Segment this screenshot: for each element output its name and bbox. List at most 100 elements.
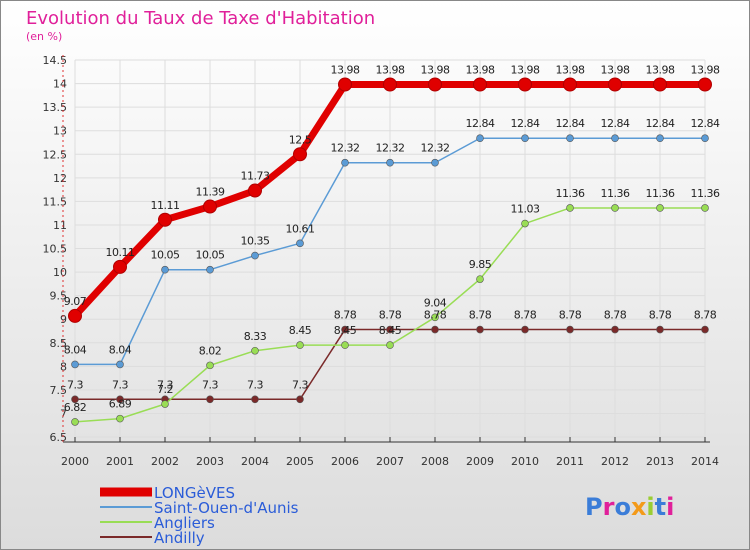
- data-label: 7.3: [202, 378, 218, 391]
- data-label: 8.33: [244, 330, 267, 343]
- data-label: 12.84: [511, 117, 540, 130]
- data-label: 11.36: [646, 187, 675, 200]
- data-label: 8.78: [604, 309, 627, 322]
- data-label: 7.2: [157, 383, 173, 396]
- data-label: 9.85: [469, 258, 492, 271]
- data-label: 11.73: [241, 170, 270, 183]
- data-point: [341, 158, 349, 167]
- data-point: [203, 199, 217, 214]
- data-label: 13.98: [691, 64, 720, 77]
- data-label: 12.84: [691, 117, 720, 130]
- y-tick-label: 11: [53, 219, 67, 232]
- data-point: [656, 134, 664, 143]
- legend-label: Angliers: [154, 514, 215, 532]
- data-point: [341, 341, 349, 349]
- y-tick-label: 9: [60, 313, 67, 326]
- x-tick-label: 2001: [106, 455, 134, 468]
- y-tick-label: 7.5: [50, 384, 68, 397]
- data-label: 8.04: [109, 343, 132, 356]
- data-label: 8.45: [379, 324, 402, 337]
- data-point: [653, 77, 667, 92]
- data-labels: 9.07 10.11 11.11 11.39 11.73 12.5 13.98 13.98 13…: [64, 64, 721, 414]
- data-label: 8.45: [289, 324, 312, 337]
- data-label: 11.36: [691, 187, 720, 200]
- data-label: 10.05: [151, 249, 180, 262]
- data-label: 12.32: [421, 142, 450, 155]
- data-label: 10.61: [286, 222, 315, 235]
- legend: LONGèVESSaint-Ouen-d'AunisAngliersAndill…: [100, 484, 299, 547]
- y-tick-label: 11.5: [43, 195, 68, 208]
- data-label: 8.78: [424, 309, 447, 322]
- data-point: [386, 325, 394, 334]
- data-label: 13.98: [331, 64, 360, 77]
- data-label: 11.36: [556, 187, 585, 200]
- data-label: 8.78: [559, 309, 582, 322]
- data-label: 12.5: [289, 133, 312, 146]
- data-label: 8.02: [199, 344, 222, 357]
- data-label: 11.39: [196, 186, 225, 199]
- x-tick-label: 2011: [556, 455, 584, 468]
- data-point: [566, 204, 574, 212]
- data-label: 10.35: [241, 235, 270, 248]
- data-label: 13.98: [646, 64, 675, 77]
- x-tick-label: 2006: [331, 455, 359, 468]
- data-label: 12.84: [556, 117, 585, 130]
- data-point: [476, 275, 484, 283]
- y-tick-label: 13: [53, 125, 67, 138]
- y-tick-label: 9.5: [50, 290, 68, 303]
- data-label: 7.3: [247, 378, 263, 391]
- data-point: [251, 395, 259, 404]
- data-label: 8.78: [514, 309, 537, 322]
- data-label: 8.78: [334, 309, 357, 322]
- x-tick-label: 2009: [466, 455, 494, 468]
- legend-label: Andilly: [154, 529, 205, 547]
- data-point: [338, 77, 352, 92]
- data-point: [386, 341, 394, 349]
- data-point: [656, 204, 664, 212]
- data-label: 8.04: [64, 343, 87, 356]
- data-point: [656, 325, 664, 334]
- data-label: 7.3: [112, 378, 128, 391]
- x-tick-label: 2012: [601, 455, 629, 468]
- data-label: 7.3: [292, 378, 308, 391]
- data-point: [611, 325, 619, 334]
- data-label: 12.84: [646, 117, 675, 130]
- x-tick-label: 2010: [511, 455, 539, 468]
- data-point: [521, 325, 529, 334]
- data-point: [473, 77, 487, 92]
- data-point: [701, 204, 709, 212]
- data-point: [476, 134, 484, 143]
- chart-subtitle: (en %): [26, 30, 62, 43]
- data-point: [248, 183, 262, 198]
- data-label: 12.32: [331, 142, 360, 155]
- data-label: 10.05: [196, 249, 225, 262]
- data-label: 11.03: [511, 203, 540, 216]
- data-label: 13.98: [376, 64, 405, 77]
- data-label: 13.98: [556, 64, 585, 77]
- data-point: [431, 313, 439, 322]
- y-tick-label: 13.5: [43, 101, 68, 114]
- data-point: [521, 134, 529, 143]
- data-label: 7.3: [67, 378, 83, 391]
- y-tick-label: 12.5: [43, 148, 68, 161]
- data-point: [116, 360, 124, 369]
- data-label: 8.78: [379, 309, 402, 322]
- data-point: [563, 77, 577, 92]
- data-point: [113, 259, 127, 274]
- data-label: 12.32: [376, 142, 405, 155]
- data-point: [521, 219, 529, 228]
- data-point: [518, 77, 532, 92]
- data-label: 9.07: [64, 295, 87, 308]
- data-point: [476, 325, 484, 334]
- data-point: [701, 134, 709, 143]
- x-tick-label: 2014: [691, 455, 719, 468]
- data-point: [206, 265, 214, 274]
- data-label: 13.98: [601, 64, 630, 77]
- data-point: [206, 361, 214, 370]
- data-point: [116, 414, 124, 423]
- y-tick-label: 12: [53, 172, 67, 185]
- data-point: [698, 77, 712, 92]
- proxiti-logo: Proxiti: [585, 493, 674, 521]
- svg-text:Proxiti: Proxiti: [585, 493, 674, 521]
